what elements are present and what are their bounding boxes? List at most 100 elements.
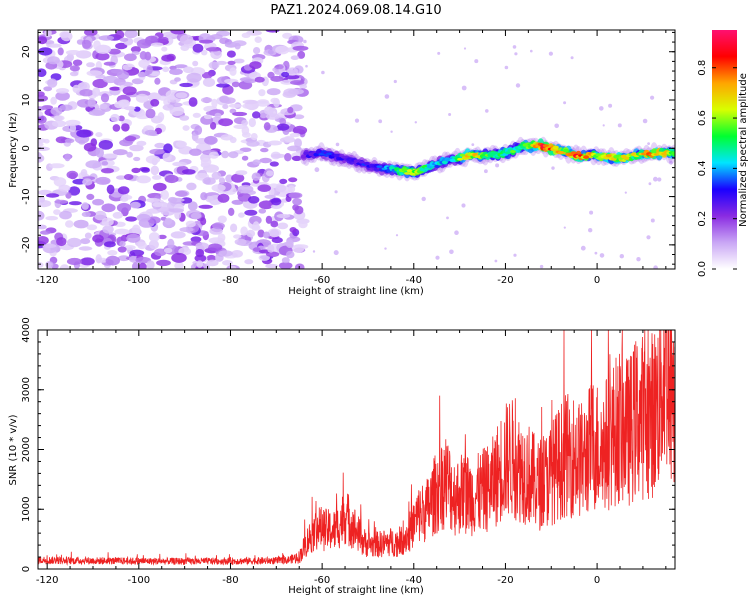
noise-blob <box>119 240 126 247</box>
noise-blob <box>270 204 282 210</box>
noise-blob <box>244 209 258 216</box>
noise-blob <box>95 132 103 138</box>
noise-blob <box>243 79 257 84</box>
noise-blob <box>38 262 44 268</box>
noise-blob <box>104 241 116 248</box>
noise-blob <box>139 51 147 60</box>
noise-blob <box>230 223 238 233</box>
noise-blob <box>249 215 262 225</box>
signal-mark <box>570 151 577 155</box>
noise-blob <box>256 100 270 107</box>
noise-blob <box>150 99 160 107</box>
noise-blob <box>251 172 261 181</box>
y-tick-label: 20 <box>21 45 32 58</box>
noise-blob <box>141 167 150 173</box>
noise-blob <box>248 117 256 128</box>
noise-blob <box>148 232 160 242</box>
faint-dot <box>446 216 449 220</box>
noise-blob <box>98 35 115 41</box>
faint-dot <box>642 118 648 124</box>
noise-blob <box>179 115 190 121</box>
snr-panel: -120 -100 -80 -60 -40 -20 0 01000200030004000 … <box>8 317 676 596</box>
faint-dot <box>461 85 467 91</box>
noise-blob <box>275 45 290 55</box>
noise-blob <box>135 93 149 103</box>
noise-blob <box>246 229 256 238</box>
noise-blob <box>267 244 275 253</box>
noise-blob <box>145 155 161 164</box>
faint-dot <box>437 51 441 55</box>
noise-blob <box>228 207 235 216</box>
signal-mark <box>303 151 310 155</box>
noise-blob <box>210 121 217 130</box>
noise-blob <box>38 47 53 56</box>
noise-blob <box>102 225 114 234</box>
noise-blob <box>208 61 220 69</box>
noise-blob <box>163 247 173 254</box>
noise-blob <box>286 67 299 76</box>
y-tick-label: -20 <box>21 237 32 253</box>
faint-dot <box>551 166 555 170</box>
signal-mark <box>333 153 340 157</box>
noise-blob <box>38 115 47 124</box>
noise-blob <box>248 196 260 204</box>
noise-blob <box>228 151 239 159</box>
faint-dot <box>513 253 517 257</box>
faint-dot <box>305 64 308 68</box>
noise-blob <box>192 60 199 67</box>
colorbar: 0.0 0.2 0.4 0.6 0.8 Normalized spectral ampl… <box>697 30 749 277</box>
noise-blob <box>175 140 187 148</box>
noise-blob <box>136 140 147 147</box>
y-tick-label: 10 <box>21 94 32 107</box>
noise-blob <box>117 255 130 262</box>
noise-blob <box>212 222 225 230</box>
noise-blob <box>174 190 188 197</box>
noise-blob <box>289 132 301 138</box>
noise-blob <box>232 111 248 117</box>
noise-blob <box>101 168 114 174</box>
faint-dot <box>647 142 650 146</box>
noise-blob <box>297 50 306 59</box>
noise-blob <box>237 192 252 202</box>
faint-dot <box>312 250 316 253</box>
noise-blob <box>195 242 209 250</box>
noise-blob <box>109 86 121 91</box>
faint-dot <box>421 196 426 202</box>
spectrogram-y-label: Frequency (Hz) <box>8 112 19 188</box>
noise-blob <box>84 30 98 37</box>
colorbar-label: Normalized spectral amplitude <box>738 73 749 227</box>
noise-blob <box>203 114 213 120</box>
noise-blob <box>200 217 207 226</box>
noise-blob <box>288 192 303 199</box>
noise-blob <box>179 82 193 88</box>
signal-mark <box>562 148 569 153</box>
noise-blob <box>160 189 169 200</box>
signal-mark <box>542 144 549 148</box>
noise-blob <box>285 250 295 259</box>
faint-dot <box>669 160 673 165</box>
x-tick-label: -20 <box>497 275 513 286</box>
noise-blob <box>95 254 102 264</box>
noise-blob <box>264 106 274 115</box>
noise-blob <box>92 78 108 89</box>
noise-blob <box>270 97 279 104</box>
noise-blob <box>174 261 184 269</box>
faint-dot <box>463 47 467 50</box>
noise-blob <box>180 197 193 204</box>
y-tick-label: 2000 <box>21 437 32 462</box>
noise-blob <box>162 104 174 111</box>
faint-dot <box>563 226 566 229</box>
noise-blob <box>51 120 67 128</box>
noise-blob <box>186 72 202 83</box>
noise-blob <box>198 204 213 209</box>
faint-dot <box>474 59 479 64</box>
noise-blob <box>115 42 128 50</box>
noise-blob <box>145 108 156 119</box>
noise-blob <box>285 239 294 249</box>
noise-blob <box>163 143 173 154</box>
noise-blob <box>129 201 141 209</box>
noise-blob <box>226 50 236 58</box>
faint-dot <box>539 264 544 269</box>
noise-blob <box>218 118 234 127</box>
noise-blob <box>122 64 133 71</box>
